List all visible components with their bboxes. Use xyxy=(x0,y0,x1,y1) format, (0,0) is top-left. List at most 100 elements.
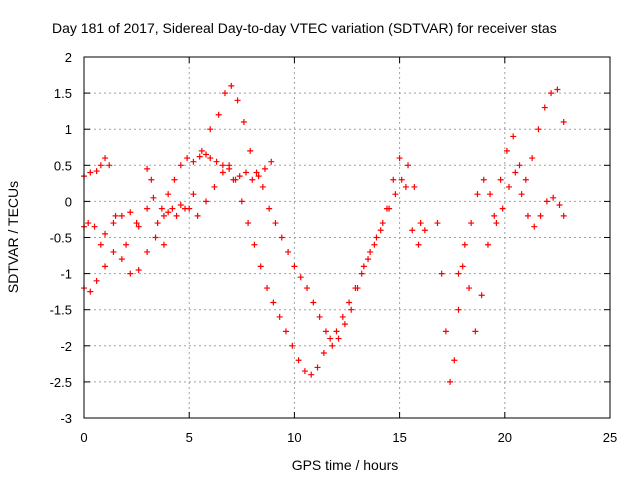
data-point xyxy=(417,220,424,227)
data-point xyxy=(160,212,167,219)
data-point xyxy=(314,364,321,371)
data-point xyxy=(398,176,405,183)
data-point xyxy=(556,202,563,209)
data-point xyxy=(272,220,279,227)
data-point xyxy=(203,151,210,158)
data-point xyxy=(455,270,462,277)
data-point xyxy=(118,212,125,219)
data-point xyxy=(478,292,485,299)
data-point xyxy=(102,263,109,270)
data-point xyxy=(198,147,205,154)
data-point xyxy=(518,191,525,198)
data-point xyxy=(516,162,523,169)
data-point xyxy=(169,205,176,212)
data-point xyxy=(177,202,184,209)
data-point xyxy=(377,227,384,234)
data-point xyxy=(455,306,462,313)
grid xyxy=(84,57,610,418)
data-point xyxy=(541,104,548,111)
data-point xyxy=(203,198,210,205)
data-point xyxy=(301,368,308,375)
data-point xyxy=(554,86,561,93)
data-point xyxy=(524,212,531,219)
x-tick-label: 0 xyxy=(80,430,87,445)
data-point xyxy=(390,176,397,183)
data-point xyxy=(493,220,500,227)
data-point xyxy=(190,158,197,165)
data-point xyxy=(93,168,100,175)
data-point xyxy=(110,220,117,227)
data-point xyxy=(308,371,315,378)
data-point xyxy=(110,248,117,255)
data-point xyxy=(512,169,519,176)
data-point xyxy=(245,220,252,227)
data-point xyxy=(310,299,317,306)
data-point xyxy=(165,191,172,198)
data-point xyxy=(348,306,355,313)
data-point xyxy=(491,212,498,219)
data-point xyxy=(333,328,340,335)
data-point xyxy=(358,270,365,277)
data-point xyxy=(135,266,142,273)
data-point xyxy=(289,342,296,349)
data-point xyxy=(415,241,422,248)
y-tick-label: -2 xyxy=(60,339,72,354)
data-point xyxy=(268,158,275,165)
x-tick-label: 15 xyxy=(392,430,406,445)
y-tick-label: -3 xyxy=(60,411,72,426)
data-point xyxy=(207,155,214,162)
data-point xyxy=(177,162,184,169)
data-point xyxy=(405,162,412,169)
y-tick-label: -0.5 xyxy=(50,231,72,246)
data-point xyxy=(322,328,329,335)
chart-title: Day 181 of 2017, Sidereal Day-to-day VTE… xyxy=(52,20,557,36)
data-point xyxy=(144,248,151,255)
data-point xyxy=(291,263,298,270)
data-point xyxy=(396,155,403,162)
y-tick-label: 0.5 xyxy=(54,158,72,173)
data-point xyxy=(506,183,513,190)
data-point xyxy=(402,183,409,190)
data-point xyxy=(474,191,481,198)
y-tick-label: 2 xyxy=(65,50,72,65)
x-tick-label: 25 xyxy=(603,430,617,445)
x-tick-label: 10 xyxy=(287,430,301,445)
data-point xyxy=(91,223,98,230)
data-point xyxy=(118,256,125,263)
data-point xyxy=(213,158,220,165)
data-point xyxy=(93,277,100,284)
data-point xyxy=(154,220,161,227)
data-point xyxy=(276,313,283,320)
data-point xyxy=(480,176,487,183)
data-point xyxy=(461,241,468,248)
data-point xyxy=(236,173,243,180)
data-point xyxy=(329,342,336,349)
y-tick-label: 1.5 xyxy=(54,86,72,101)
data-point xyxy=(503,147,510,154)
data-point xyxy=(550,194,557,201)
data-point xyxy=(531,223,538,230)
data-point xyxy=(438,270,445,277)
data-point xyxy=(548,90,555,97)
data-point xyxy=(102,230,109,237)
data-point xyxy=(339,313,346,320)
data-point xyxy=(211,183,218,190)
data-point xyxy=(297,274,304,281)
data-point xyxy=(165,209,172,216)
data-point xyxy=(320,350,327,357)
data-point xyxy=(249,176,256,183)
data-point xyxy=(102,155,109,162)
data-point xyxy=(316,313,323,320)
data-points xyxy=(81,82,567,385)
data-point xyxy=(251,241,258,248)
data-point xyxy=(497,176,504,183)
data-point xyxy=(87,288,94,295)
data-point xyxy=(240,118,247,125)
data-point xyxy=(352,285,359,292)
y-tick-label: 0 xyxy=(65,194,72,209)
data-point xyxy=(219,169,226,176)
data-point xyxy=(85,220,92,227)
data-point xyxy=(135,223,142,230)
data-point xyxy=(560,212,567,219)
data-point xyxy=(106,162,113,169)
